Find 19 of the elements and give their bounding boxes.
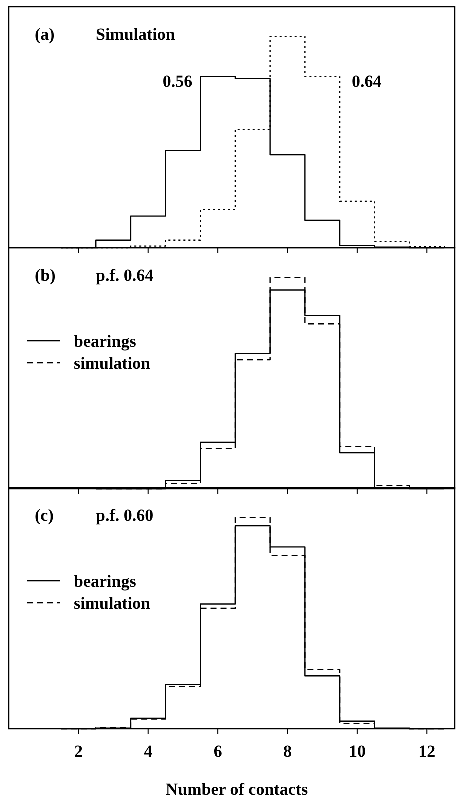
legend-label: simulation <box>74 594 152 613</box>
annotation: (a) <box>35 25 55 44</box>
series-label: 0.64 <box>352 72 382 91</box>
legend-label: simulation <box>74 354 152 373</box>
x-tick-label: 2 <box>74 742 83 761</box>
x-tick-label: 8 <box>284 742 292 761</box>
annotation: (c) <box>35 506 54 525</box>
chart-title: p.f. 0.60 <box>96 506 154 525</box>
series-label: 0.56 <box>162 72 193 91</box>
x-tick-label: 4 <box>144 742 154 761</box>
x-tick-label: 12 <box>418 742 436 761</box>
annotation: (b) <box>35 266 56 285</box>
x-tick-label: 6 <box>214 742 222 761</box>
legend-label: bearings <box>74 572 137 591</box>
chart-title: Simulation <box>96 25 176 44</box>
legend-label: bearings <box>74 332 137 351</box>
x-axis-title: Number of contacts <box>166 780 309 799</box>
chart-title: p.f. 0.64 <box>96 266 154 285</box>
x-tick-label: 10 <box>348 742 366 761</box>
